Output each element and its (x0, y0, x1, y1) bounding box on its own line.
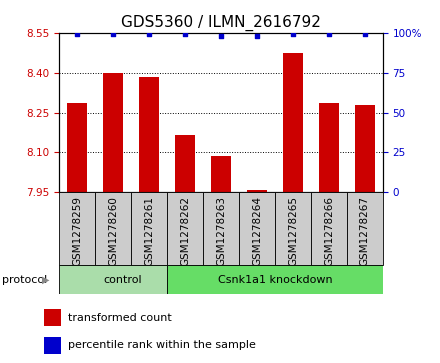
Text: percentile rank within the sample: percentile rank within the sample (68, 340, 256, 350)
Bar (239, 192, 275, 265)
Bar (44, 337, 61, 354)
Bar (167, 265, 383, 294)
Point (290, 31, 297, 37)
Point (110, 31, 117, 37)
Bar (203, 192, 239, 265)
Bar (139, 77, 159, 192)
Text: GSM1278262: GSM1278262 (180, 196, 190, 266)
Point (182, 31, 189, 37)
Bar (44, 309, 61, 326)
Bar (311, 192, 347, 265)
Bar (275, 192, 311, 265)
Bar (211, 156, 231, 192)
Point (74, 31, 81, 37)
Text: ▶: ▶ (42, 274, 49, 285)
Text: GSM1278260: GSM1278260 (108, 196, 118, 266)
Text: control: control (103, 274, 142, 285)
Text: transformed count: transformed count (68, 313, 172, 323)
Bar (355, 105, 375, 192)
Bar (319, 103, 339, 192)
Point (326, 31, 333, 37)
Bar (103, 73, 123, 192)
Bar (59, 192, 95, 265)
Title: GDS5360 / ILMN_2616792: GDS5360 / ILMN_2616792 (121, 15, 321, 31)
Point (253, 33, 260, 39)
Point (361, 31, 368, 37)
Bar (59, 265, 167, 294)
Text: GSM1278261: GSM1278261 (144, 196, 154, 266)
Bar (95, 192, 131, 265)
Bar (347, 192, 383, 265)
Text: Csnk1a1 knockdown: Csnk1a1 knockdown (218, 274, 332, 285)
Bar (131, 192, 167, 265)
Text: GSM1278265: GSM1278265 (288, 196, 298, 266)
Bar (167, 192, 203, 265)
Point (218, 33, 225, 39)
Bar (175, 135, 195, 192)
Text: protocol: protocol (2, 274, 48, 285)
Text: GSM1278264: GSM1278264 (252, 196, 262, 266)
Text: GSM1278259: GSM1278259 (72, 196, 82, 266)
Text: GSM1278263: GSM1278263 (216, 196, 226, 266)
Bar (247, 190, 267, 192)
Point (146, 31, 153, 37)
Text: GSM1278266: GSM1278266 (324, 196, 334, 266)
Text: GSM1278267: GSM1278267 (360, 196, 370, 266)
Bar (283, 53, 303, 192)
Bar (67, 103, 87, 192)
